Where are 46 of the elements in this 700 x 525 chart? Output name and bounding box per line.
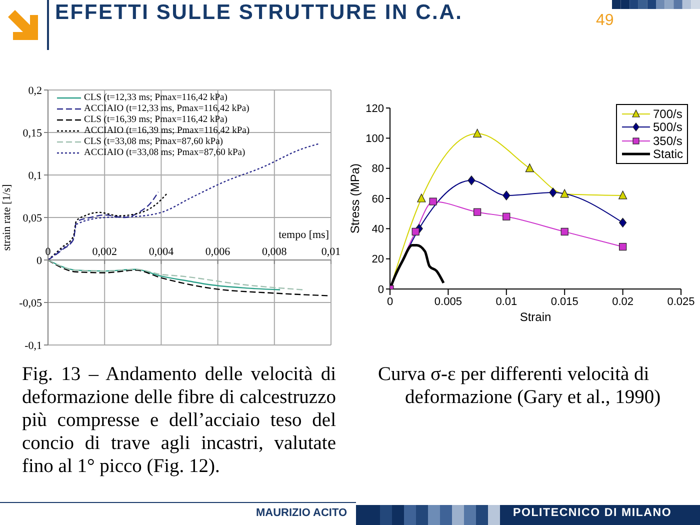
chart-title: EFFETTI SULLE STRUTTURE IN C.A. [55, 1, 463, 24]
y-tick-label: -0,1 [24, 340, 42, 352]
x-tick-label: 0.015 [550, 296, 578, 308]
y-tick-label: 0,1 [28, 170, 42, 182]
legend-label: ACCIAIO (t=16,39 ms; Pmax=116,42 kPa) [84, 126, 250, 136]
y-tick-label: 100 [366, 133, 384, 146]
y-tick-label: 0 [36, 254, 42, 267]
y-tick-label: 120 [366, 102, 384, 115]
caption: Fig. 13 – Andamento delle velocità di deformazione delle fibre di calcestruzzo più compresse e dell’acciaio teso del concio di trave agli incastri, valutate fino al 1° picco (Fig. 12). [22, 364, 336, 477]
text: POLITECNICO DI MILANO [513, 507, 672, 519]
y-tick-label: 40 [372, 224, 384, 236]
y-tick-label: 0,05 [22, 212, 42, 224]
x-tick-label: 0,002 [92, 246, 117, 258]
x-tick-label: 0 [386, 296, 394, 308]
y-tick-label: 0,15 [22, 127, 42, 140]
x-tick-label: 0,006 [205, 246, 231, 258]
y-tick-label: 80 [372, 163, 384, 176]
legend-label: CLS (t=33,08 ms; Pmax=87,60 kPa) [84, 136, 223, 146]
y-axis-title: strain rate [1/s] [1, 184, 13, 251]
text: MAURIZIO ACITO [256, 507, 348, 519]
legend-label: 700/s [652, 106, 682, 121]
x-axis-title: tempo [ms] [278, 229, 329, 241]
y-tick-label: 0 [378, 284, 384, 296]
x-tick-label: 0 [45, 246, 52, 258]
x-tick-label: 0.025 [667, 296, 695, 308]
text: 49 [596, 12, 614, 29]
y-tick-label: 0,2 [28, 84, 42, 97]
legend-label: CLS (t=12,33 ms; Pmax=116,42 kPa) [84, 92, 228, 102]
legend-label: ACCIAIO (t=33,08 ms; Pmax=87,60 kPa) [84, 148, 246, 158]
x-tick-label: 0.01 [496, 296, 518, 308]
x-tick-label: 0.02 [612, 296, 634, 308]
y-tick-label: -0,05 [19, 297, 42, 310]
y-axis-title: Stress (MPa) [348, 163, 362, 234]
legend-label: Static [652, 147, 683, 162]
text: Curva σ-ε per differenti velocità di deformazione (Gary et al., 1990) [378, 364, 661, 408]
legend-label: ACCIAIO (t=12,33 ms, Pmax=116,42 kPa) [84, 104, 250, 114]
x-tick-label: 0,004 [148, 246, 174, 258]
legend-label: 500/s [652, 120, 682, 134]
x-tick-label: 0.005 [434, 296, 462, 308]
y-tick-label: 20 [372, 254, 384, 266]
legend-label: 350/s [652, 134, 682, 148]
legend-label: CLS (t=16,39 ms; Pmax=116,42 kPa) [84, 114, 228, 124]
x-tick-label: 0,008 [262, 246, 288, 258]
x-axis-title: Strain [520, 310, 552, 324]
x-tick-label: 0,01 [321, 246, 341, 258]
y-tick-label: 60 [372, 193, 384, 206]
